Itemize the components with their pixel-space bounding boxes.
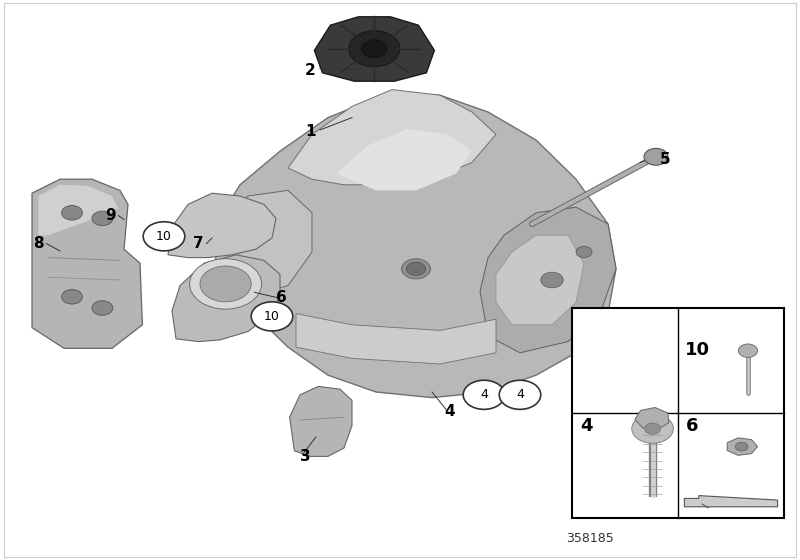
Text: 6: 6 (686, 417, 698, 435)
Text: 7: 7 (194, 236, 204, 251)
Text: 10: 10 (686, 341, 710, 359)
Circle shape (349, 31, 400, 67)
Text: 358185: 358185 (566, 532, 614, 545)
Circle shape (541, 272, 563, 288)
Polygon shape (172, 255, 280, 342)
Text: 10: 10 (156, 230, 172, 243)
Text: 4: 4 (480, 388, 488, 402)
Polygon shape (480, 207, 616, 353)
Text: 10: 10 (264, 310, 280, 323)
Circle shape (251, 302, 293, 331)
Polygon shape (290, 386, 352, 456)
Polygon shape (38, 185, 118, 235)
Polygon shape (216, 190, 312, 297)
Circle shape (463, 380, 505, 409)
Circle shape (499, 380, 541, 409)
Text: 4: 4 (581, 417, 593, 435)
Text: 6: 6 (276, 291, 286, 305)
Bar (572, 308, 784, 518)
Polygon shape (685, 496, 778, 507)
Circle shape (143, 222, 185, 251)
Circle shape (402, 259, 430, 279)
Text: 4: 4 (444, 404, 454, 419)
Circle shape (738, 344, 758, 357)
Polygon shape (635, 408, 669, 430)
Polygon shape (216, 95, 616, 398)
Polygon shape (168, 193, 276, 258)
Text: 9: 9 (106, 208, 116, 223)
Text: 3: 3 (300, 449, 310, 464)
Text: 4: 4 (516, 388, 524, 402)
Circle shape (644, 148, 668, 165)
Text: 8: 8 (34, 236, 44, 251)
Circle shape (632, 414, 674, 444)
Circle shape (645, 423, 661, 435)
Polygon shape (288, 90, 496, 185)
Polygon shape (496, 235, 584, 325)
Polygon shape (32, 179, 142, 348)
Circle shape (62, 206, 82, 220)
Circle shape (190, 259, 262, 309)
Circle shape (200, 266, 251, 302)
Polygon shape (296, 314, 496, 364)
Text: 1: 1 (306, 124, 316, 139)
Circle shape (92, 301, 113, 315)
Circle shape (406, 262, 426, 276)
Circle shape (62, 290, 82, 304)
Polygon shape (314, 17, 434, 81)
Text: 2: 2 (306, 63, 316, 77)
Polygon shape (336, 129, 472, 190)
Circle shape (362, 40, 387, 58)
Circle shape (576, 246, 592, 258)
Circle shape (735, 442, 748, 451)
Polygon shape (727, 438, 758, 455)
Circle shape (92, 211, 113, 226)
Text: 5: 5 (660, 152, 670, 167)
